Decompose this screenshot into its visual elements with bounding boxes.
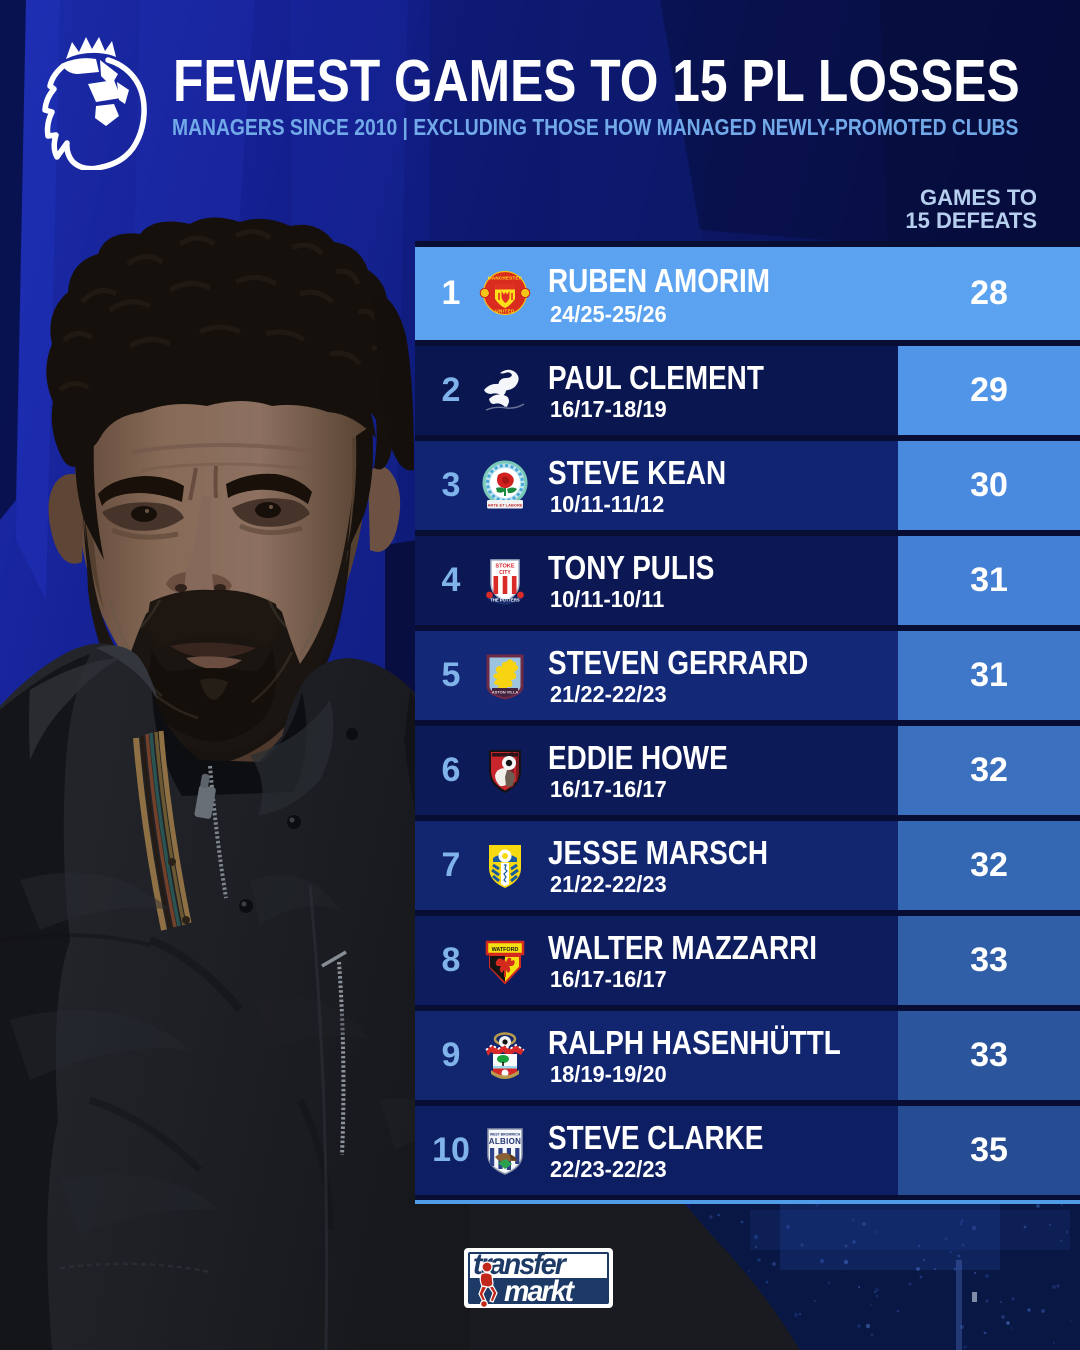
svg-text:THE POTTERS: THE POTTERS	[490, 598, 520, 603]
svg-text:MANCHESTER: MANCHESTER	[488, 276, 523, 281]
svg-text:UNITED: UNITED	[495, 309, 515, 314]
svg-text:ARTE ET LABORE: ARTE ET LABORE	[487, 503, 522, 508]
svg-text:ASTON VILLA: ASTON VILLA	[492, 690, 519, 695]
svg-text:CITY: CITY	[499, 570, 511, 576]
svg-text:STOKE: STOKE	[495, 564, 514, 570]
svg-text:ALBION: ALBION	[489, 1137, 521, 1146]
svg-text:WATFORD: WATFORD	[492, 947, 519, 953]
svg-text:WEST BROMWICH: WEST BROMWICH	[490, 1133, 521, 1137]
